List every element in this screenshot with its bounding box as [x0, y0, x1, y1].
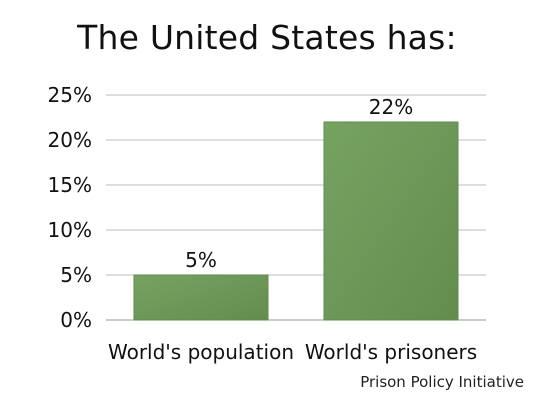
y-tick-label: 25% [48, 83, 92, 107]
category-label-0: World's population [108, 340, 294, 364]
y-tick-label: 10% [48, 218, 92, 242]
y-axis: 0% 5% 10% 15% 20% 25% [48, 83, 92, 332]
category-label-1: World's prisoners [305, 340, 477, 364]
chart-title: The United States has: [77, 18, 457, 57]
y-tick-label: 20% [48, 128, 92, 152]
bar-1 [323, 121, 459, 321]
bar-0 [133, 274, 269, 321]
data-label-0: 5% [185, 248, 217, 272]
data-label-1: 22% [369, 95, 413, 119]
data-labels: 5% 22% [185, 95, 413, 272]
source-note: Prison Policy Initiative [360, 373, 524, 391]
y-tick-label: 5% [60, 263, 92, 287]
x-axis: World's population World's prisoners [108, 340, 477, 364]
bars [133, 121, 459, 321]
y-tick-label: 15% [48, 173, 92, 197]
y-tick-label: 0% [60, 308, 92, 332]
